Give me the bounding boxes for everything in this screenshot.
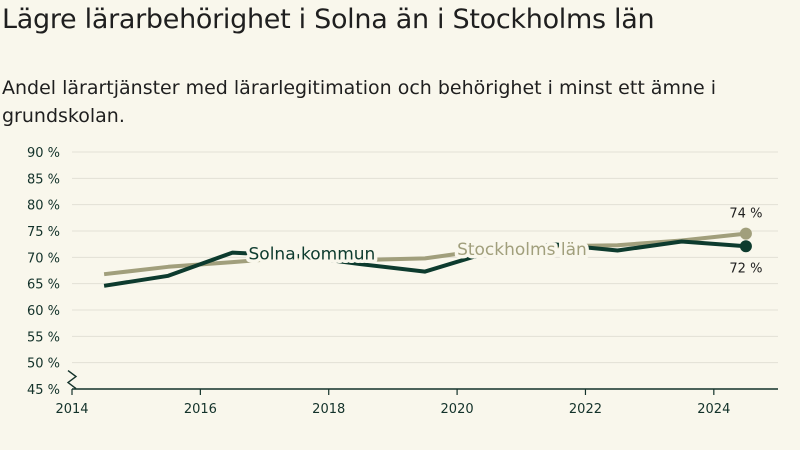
y-tick-label: 85 % [27, 172, 60, 187]
y-tick-label: 60 % [27, 304, 60, 319]
y-tick-label: 70 % [27, 251, 60, 266]
series-lines [103, 227, 752, 288]
series-end-point [739, 240, 752, 253]
y-tick-label: 90 % [27, 146, 60, 161]
y-axis-ticks: 45 % 50 % 55 % 60 % 65 % 70 % 75 % 80 % 85 % 90 % [27, 146, 60, 398]
end-value-label: 74 % [729, 207, 762, 222]
y-tick-label: 50 % [27, 357, 60, 372]
y-tick-label: 65 % [27, 278, 60, 293]
y-tick-label: 45 % [27, 383, 60, 398]
series-line [103, 239, 747, 288]
x-tick-label: 2022 [569, 402, 602, 417]
series-label-halo: Stockholms län [457, 240, 587, 260]
x-tick-label: 2024 [697, 402, 730, 417]
chart-subtitle: Andel lärartjänster med lärarlegitimatio… [2, 77, 717, 127]
gridlines [66, 151, 778, 390]
series-name-label: Stockholms län [457, 240, 587, 260]
y-tick-label: 80 % [27, 199, 60, 214]
x-axis-ticks: 2014 2016 2018 2020 2022 2024 [55, 389, 730, 417]
chart-title: Lägre lärarbehörighet i Solna än i Stock… [2, 4, 655, 35]
y-tick-label: 55 % [27, 330, 60, 345]
end-value-label: 72 % [729, 261, 762, 276]
series-end-point [739, 227, 752, 240]
x-tick-label: 2020 [441, 402, 474, 417]
axis-break-icon [66, 369, 78, 390]
x-tick-label: 2016 [184, 402, 217, 417]
y-tick-label: 75 % [27, 225, 60, 240]
x-tick-label: 2018 [312, 402, 345, 417]
series-line [103, 231, 747, 277]
series-label-halo: Solna kommun [249, 245, 376, 265]
x-tick-label: 2014 [55, 402, 88, 417]
series-name-label: Solna kommun [249, 245, 376, 265]
